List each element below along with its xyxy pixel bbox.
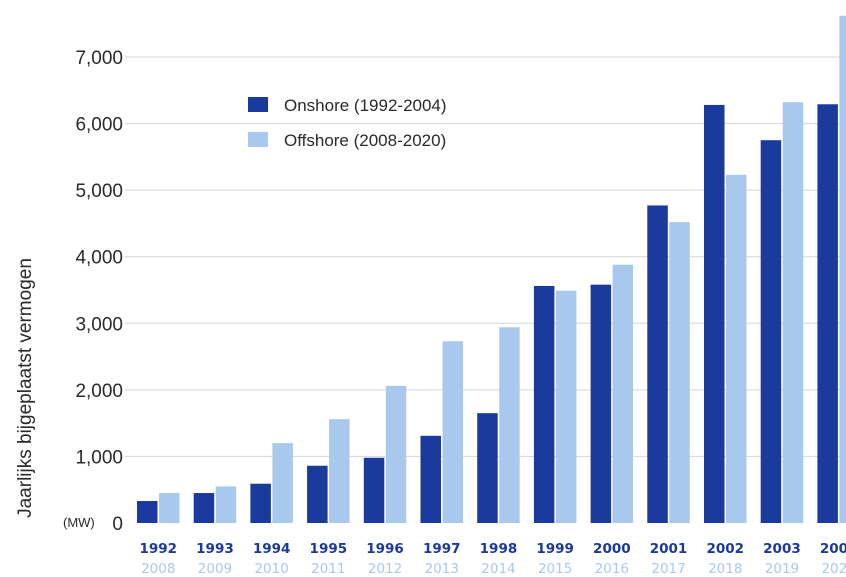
legend-label-offshore: Offshore (2008-2020): [284, 131, 446, 150]
y-axis-title: Jaarlijks bijgeplaatst vermogen: [15, 258, 36, 518]
legend: Onshore (1992-2004) Offshore (2008-2020): [248, 96, 447, 150]
x-tick-label-offshore: 2019: [765, 561, 799, 577]
bar-onshore: [137, 501, 158, 523]
x-tick-label-offshore: 2010: [254, 561, 288, 577]
legend-swatch-offshore: [248, 132, 268, 147]
x-tick-label-onshore: 2000: [593, 541, 631, 557]
bar-onshore: [250, 483, 271, 523]
x-tick-label-onshore: 1994: [253, 541, 291, 557]
bar-offshore: [215, 486, 237, 523]
bar-onshore: [193, 493, 215, 523]
x-tick-label-offshore: 2013: [425, 561, 459, 577]
bar-onshore: [647, 205, 668, 523]
bar-offshore: [669, 222, 690, 523]
bar-layer: [137, 15, 846, 524]
x-tick-label-onshore: 1999: [536, 541, 574, 557]
unit-label: (MW): [63, 515, 95, 530]
bar-offshore: [782, 102, 804, 524]
x-tick-label-offshore: 2011: [311, 561, 345, 577]
bar-onshore: [533, 286, 555, 523]
bar-offshore: [612, 264, 634, 523]
legend-label-onshore: Onshore (1992-2004): [284, 96, 447, 115]
x-tick-label-onshore: 2003: [763, 541, 801, 557]
x-tick-label-onshore: 1995: [310, 541, 348, 557]
x-tick-label-offshore: 2015: [538, 561, 572, 577]
y-tick-label: 0: [112, 514, 123, 535]
bar-offshore: [272, 443, 293, 523]
y-tick-label: 7,000: [75, 48, 123, 69]
x-tick-label-offshore: 2018: [708, 561, 742, 577]
bar-onshore: [477, 413, 498, 523]
x-tick-label-offshore: 2020: [821, 561, 846, 577]
bar-offshore: [839, 15, 846, 524]
legend-swatch-onshore: [248, 97, 268, 112]
bar-offshore: [555, 290, 577, 523]
bar-offshore: [329, 419, 350, 523]
x-tick-label-offshore: 2008: [141, 561, 175, 577]
y-tick-label: 1,000: [75, 447, 123, 468]
x-tick-label-onshore: 2002: [706, 541, 744, 557]
x-tick-label-offshore: 2016: [595, 561, 629, 577]
x-tick-label-onshore: 1997: [423, 541, 461, 557]
bar-offshore: [159, 493, 180, 523]
bar-onshore: [760, 140, 782, 523]
x-tick-label-offshore: 2017: [651, 561, 685, 577]
bar-onshore: [704, 104, 725, 523]
bar-offshore: [442, 341, 463, 523]
x-tick-label-offshore: 2012: [368, 561, 402, 577]
bar-onshore: [420, 435, 441, 523]
x-tick-label-onshore: 2001: [650, 541, 688, 557]
axis-layer: 0 1,000 2,000 3,000 4,000 5,000 6,000 7,000 1992…: [75, 48, 846, 577]
bar-onshore: [363, 457, 385, 523]
x-tick-label-onshore: 2004: [820, 541, 846, 557]
bar-onshore: [590, 284, 612, 523]
x-tick-label-onshore: 1992: [139, 541, 177, 557]
bar-offshore: [385, 385, 407, 523]
y-tick-label: 4,000: [75, 248, 123, 269]
bar-onshore: [307, 465, 328, 523]
x-tick-label-offshore: 2009: [198, 561, 232, 577]
y-tick-label: 3,000: [75, 314, 123, 335]
x-tick-label-onshore: 1996: [366, 541, 404, 557]
x-tick-label-onshore: 1998: [480, 541, 518, 557]
bar-onshore: [817, 104, 838, 523]
y-tick-label: 5,000: [75, 181, 123, 202]
y-tick-label: 6,000: [75, 115, 123, 136]
bar-offshore: [726, 174, 747, 523]
grid-layer: [125, 56, 846, 457]
x-tick-label-onshore: 1993: [196, 541, 234, 557]
x-tick-label-offshore: 2014: [481, 561, 515, 577]
y-tick-label: 2,000: [75, 381, 123, 402]
bar-offshore: [499, 327, 520, 523]
